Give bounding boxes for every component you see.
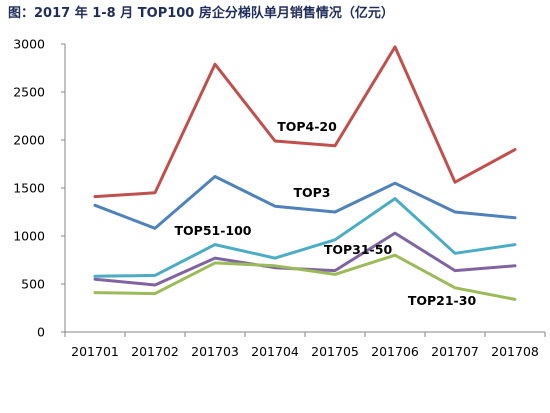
series-line-top31-50 [93, 231, 517, 287]
y-tick-label: 2000 [13, 133, 45, 148]
y-tick-label: 1000 [13, 229, 45, 244]
x-tick-label: 201708 [491, 344, 539, 359]
x-tick-label: 201707 [431, 344, 479, 359]
series-line-top3 [93, 175, 517, 230]
x-tick-label: 201702 [131, 344, 179, 359]
x-tick-label: 201701 [71, 344, 119, 359]
x-tick-label: 201705 [311, 344, 359, 359]
series-line-top4-20 [93, 45, 517, 199]
chart-title: 图：2017 年 1-8 月 TOP100 房企分梯队单月销售情况（亿元） [8, 6, 394, 21]
y-tick-label: 2500 [13, 85, 45, 100]
series-line-top51-100 [93, 197, 517, 278]
series-line-top21-30 [93, 253, 517, 301]
series-label: TOP51-100 [175, 223, 252, 238]
series-label: TOP4-20 [277, 119, 337, 134]
y-tick-label: 0 [37, 325, 45, 340]
y-tick-label: 3000 [13, 37, 45, 52]
y-tick-label: 500 [21, 277, 45, 292]
y-tick-label: 1500 [13, 181, 45, 196]
series-label: TOP21-30 [408, 293, 477, 308]
series-label: TOP3 [293, 185, 330, 200]
x-tick-label: 201706 [371, 344, 419, 359]
x-tick-label: 201704 [251, 344, 299, 359]
series-label: TOP31-50 [324, 242, 393, 257]
x-tick-label: 201703 [191, 344, 239, 359]
